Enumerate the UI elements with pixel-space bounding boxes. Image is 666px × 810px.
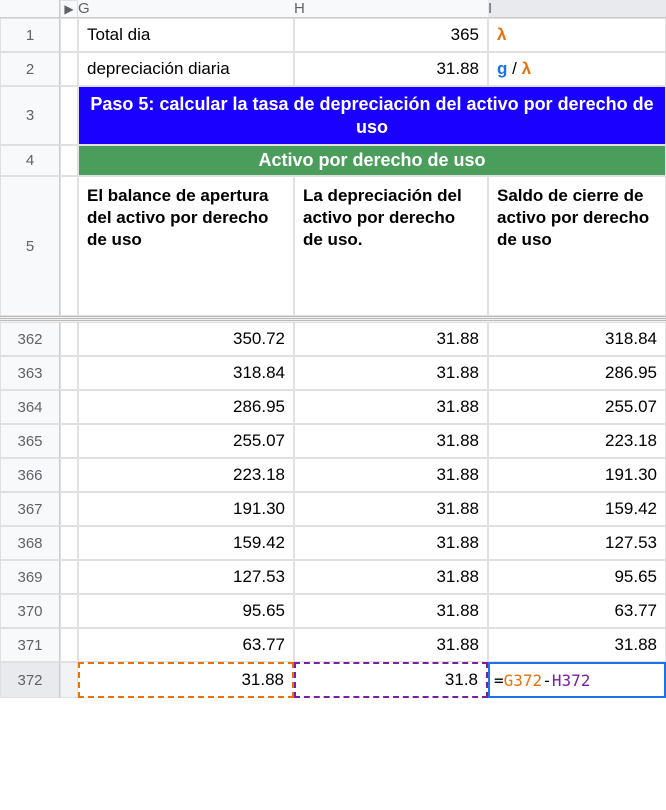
cell-g[interactable]: 63.77 [78,628,294,662]
row-header[interactable]: 365 [0,424,60,458]
cell-g[interactable]: 223.18 [78,458,294,492]
cell-i[interactable]: 31.88 [488,628,666,662]
cell-g[interactable]: 350.72 [78,322,294,356]
gutter-cell [60,356,78,390]
cell-h[interactable]: 31.88 [294,560,488,594]
gutter-cell [60,594,78,628]
row-header[interactable]: 5 [0,176,60,316]
cell-h[interactable]: 31.88 [294,526,488,560]
row-header[interactable]: 1 [0,18,60,52]
lambda-icon: λ [497,25,506,45]
cell-h[interactable]: 31.88 [294,492,488,526]
row-header[interactable]: 368 [0,526,60,560]
cell-h2[interactable]: 31.88 [294,52,488,86]
cell-i2[interactable]: g / λ [488,52,666,86]
cell-g[interactable]: 127.53 [78,560,294,594]
gutter-cell [60,560,78,594]
gutter-cell [60,390,78,424]
row-header[interactable]: 366 [0,458,60,492]
cell-h-ref[interactable]: 31.8 [294,662,488,698]
gutter-cell [60,322,78,356]
cell-i1[interactable]: λ [488,18,666,52]
gutter-cell [60,662,78,698]
row-header[interactable]: 3 [0,86,60,145]
cell-g1[interactable]: Total dia [78,18,294,52]
gutter-cell [60,492,78,526]
cell-g[interactable]: 95.65 [78,594,294,628]
cell-i[interactable]: 255.07 [488,390,666,424]
spreadsheet-grid[interactable]: ▶ G H I 1 Total dia 365 λ 2 depreciación… [0,0,666,698]
formula-ref-h: H372 [552,671,591,690]
cell-h[interactable]: 31.88 [294,458,488,492]
row-header[interactable]: 2 [0,52,60,86]
cell-i[interactable]: 318.84 [488,322,666,356]
gutter-cell [60,526,78,560]
col-title-i[interactable]: Saldo de cierre de activo por derecho de… [488,176,666,316]
col-header-h[interactable]: H [294,0,488,18]
cell-h[interactable]: 31.88 [294,628,488,662]
row-header[interactable]: 364 [0,390,60,424]
cell-i[interactable]: 63.77 [488,594,666,628]
formula-editor[interactable]: ?=G372-H372 [488,662,666,698]
cell-g[interactable]: 159.42 [78,526,294,560]
gutter-cell [60,18,78,52]
row-header[interactable]: 363 [0,356,60,390]
cell-g[interactable]: 191.30 [78,492,294,526]
row-header[interactable]: 367 [0,492,60,526]
gutter-cell [60,424,78,458]
row-header[interactable]: 372 [0,662,60,698]
gutter-cell [60,176,78,316]
cell-h[interactable]: 31.88 [294,424,488,458]
lambda-icon: λ [522,59,531,79]
section-title-blue[interactable]: Paso 5: calcular la tasa de depreciación… [78,86,666,145]
cell-h[interactable]: 31.88 [294,322,488,356]
row-header[interactable]: 371 [0,628,60,662]
column-group-toggle[interactable]: ▶ [60,0,78,18]
cell-i[interactable]: 95.65 [488,560,666,594]
cell-g[interactable]: 318.84 [78,356,294,390]
gutter-cell [60,145,78,176]
cell-i[interactable]: 286.95 [488,356,666,390]
cell-i[interactable]: 223.18 [488,424,666,458]
cell-g2[interactable]: depreciación diaria [78,52,294,86]
section-title-green[interactable]: Activo por derecho de uso [78,145,666,176]
col-title-g[interactable]: El balance de apertura del activo por de… [78,176,294,316]
cell-i[interactable]: 127.53 [488,526,666,560]
formula-ref-g: G372 [504,671,543,690]
cell-h1[interactable]: 365 [294,18,488,52]
row-header[interactable]: 369 [0,560,60,594]
cell-g[interactable]: 255.07 [78,424,294,458]
gutter-cell [60,86,78,145]
col-header-i[interactable]: I [488,0,666,18]
cell-h[interactable]: 31.88 [294,390,488,424]
row-header[interactable]: 4 [0,145,60,176]
cell-i[interactable]: 159.42 [488,492,666,526]
col-title-h[interactable]: La depreciación del activo por derecho d… [294,176,488,316]
row-header[interactable]: 370 [0,594,60,628]
gutter-cell [60,628,78,662]
cell-h[interactable]: 31.88 [294,356,488,390]
cell-g[interactable]: 286.95 [78,390,294,424]
cell-h[interactable]: 31.88 [294,594,488,628]
cell-i[interactable]: 191.30 [488,458,666,492]
gutter-cell [60,52,78,86]
g-var-icon: g [497,59,507,79]
corner-cell[interactable] [0,0,60,18]
row-header[interactable]: 362 [0,322,60,356]
cell-g-ref[interactable]: 31.88 [78,662,294,698]
gutter-cell [60,458,78,492]
col-header-g[interactable]: G [78,0,294,18]
